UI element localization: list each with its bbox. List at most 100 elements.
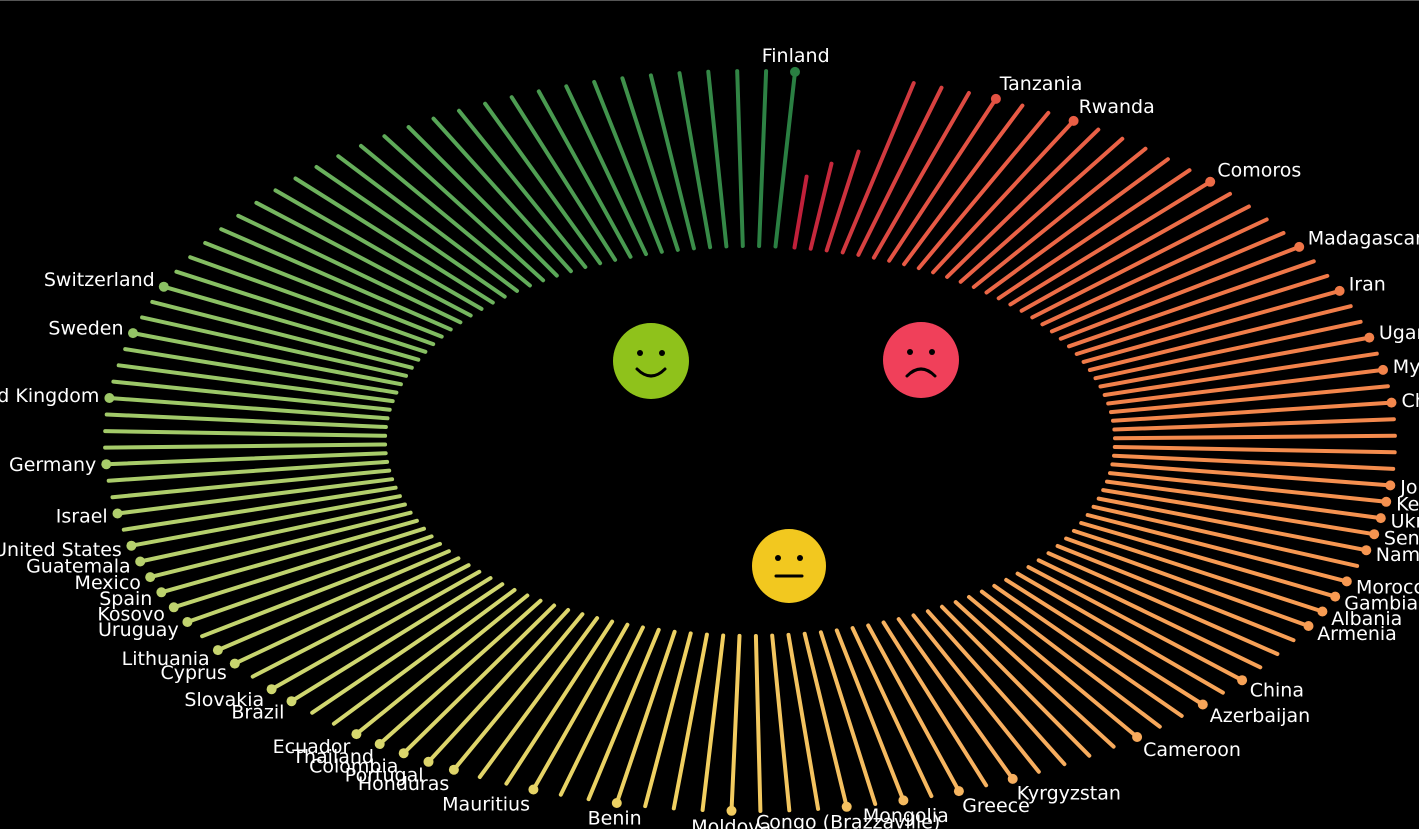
- spoke-dot: [101, 459, 112, 470]
- spoke-line: [185, 534, 434, 624]
- spoke-line: [1064, 536, 1311, 628]
- country-label: Ecuador: [273, 736, 351, 758]
- country-label: Jordan: [1399, 476, 1419, 498]
- country-label: Germany: [9, 454, 96, 476]
- spoke-line: [1112, 445, 1397, 455]
- spoke-dot: [212, 645, 223, 656]
- spoke-line: [648, 73, 696, 251]
- spoke-dot: [104, 393, 115, 403]
- spoke-line: [840, 81, 916, 255]
- country-label: Ukraine: [1391, 510, 1419, 532]
- spoke-line: [104, 412, 388, 429]
- spoke-line: [140, 315, 408, 378]
- spoke-line: [131, 331, 403, 387]
- spoke-dot: [1381, 496, 1392, 507]
- spoke-dot: [726, 805, 737, 816]
- spoke-dot: [112, 508, 123, 519]
- spoke-line: [377, 598, 543, 746]
- country-label: Chad: [1402, 390, 1419, 412]
- spoke-line: [1087, 304, 1353, 372]
- spoke-line: [871, 91, 971, 260]
- spoke-dot: [528, 784, 539, 795]
- spoke-line: [110, 468, 392, 500]
- spoke-line: [273, 188, 484, 311]
- spoke-line: [984, 157, 1170, 295]
- country-label: Portugal: [345, 765, 424, 787]
- spoke-line: [1079, 521, 1338, 599]
- country-label: Lithuania: [122, 648, 210, 670]
- spoke-line: [536, 89, 633, 259]
- spoke-line: [958, 136, 1125, 284]
- country-label: China: [1250, 680, 1304, 702]
- spoke-line: [531, 622, 630, 792]
- country-label: Armenia: [1317, 623, 1397, 645]
- spoke-line: [103, 442, 388, 450]
- spoke-line: [188, 255, 436, 347]
- spoke-line: [770, 633, 792, 813]
- spoke-line: [757, 69, 769, 249]
- spoke-line: [121, 485, 398, 532]
- spoke-dot: [1341, 576, 1352, 587]
- country-label: Myanmar: [1393, 356, 1419, 378]
- country-label: Cyprus: [160, 662, 226, 684]
- country-label: Greece: [962, 795, 1030, 817]
- spoke-line: [1074, 273, 1330, 356]
- spokes-group: [101, 66, 1397, 816]
- country-label: Azerbaijan: [1210, 705, 1310, 727]
- spoke-line: [215, 549, 451, 653]
- spoke-dot: [611, 798, 622, 808]
- spoke-line: [382, 134, 546, 283]
- spoke-dot: [790, 66, 800, 77]
- spoke-line: [902, 103, 1025, 267]
- country-label: Kyrgyzstan: [1017, 783, 1121, 805]
- spoke-dot: [898, 795, 909, 806]
- spoke-line: [916, 110, 1051, 271]
- spoke-line: [620, 76, 680, 252]
- country-label: Namibia: [1376, 544, 1419, 566]
- spoke-dot: [351, 729, 362, 740]
- country-label: Morocco: [1356, 577, 1419, 599]
- spoke-line: [174, 269, 428, 354]
- spoke-line: [979, 589, 1162, 729]
- spoke-line: [314, 165, 507, 299]
- spoke-line: [1008, 179, 1213, 307]
- spoke-line: [1067, 259, 1316, 349]
- spoke-line: [802, 631, 849, 809]
- spoke-line: [586, 627, 661, 802]
- country-label: Mongolia: [863, 805, 949, 827]
- spoke-line: [1081, 288, 1342, 364]
- spoke-line: [971, 146, 1148, 289]
- spoke-line: [1110, 462, 1393, 488]
- spoke-line: [850, 626, 934, 799]
- spoke-line: [700, 633, 726, 812]
- spoke-line: [1085, 513, 1349, 584]
- spoke-dot: [145, 572, 156, 583]
- country-label: Rwanda: [1079, 96, 1155, 118]
- country-label: Honduras: [358, 773, 449, 795]
- spoke-line: [729, 633, 742, 813]
- country-label: Finland: [762, 45, 830, 67]
- country-label: Slovakia: [184, 689, 264, 711]
- spoke-line: [1093, 319, 1363, 381]
- spoke-line: [558, 625, 645, 797]
- spoke-line: [331, 588, 517, 726]
- spoke-line: [354, 593, 530, 737]
- spoke-dot: [1007, 773, 1018, 784]
- country-label: Uruguay: [98, 619, 179, 641]
- spoke-line: [293, 176, 495, 305]
- spoke-line: [232, 556, 461, 666]
- spoke-dot: [1386, 397, 1397, 408]
- spoke-dot: [374, 739, 385, 749]
- spoke-line: [106, 459, 390, 483]
- country-label: Senegal: [1384, 527, 1419, 549]
- country-label: Uganda: [1379, 322, 1419, 344]
- spoke-line: [614, 629, 677, 805]
- spoke-line: [431, 116, 573, 274]
- neutral-face-icon: [752, 529, 826, 603]
- country-label: United States: [0, 539, 122, 561]
- spoke-dot: [1317, 606, 1328, 617]
- spoke-line: [457, 108, 588, 269]
- spoke-line: [753, 634, 763, 813]
- spoke-dot: [1068, 115, 1079, 126]
